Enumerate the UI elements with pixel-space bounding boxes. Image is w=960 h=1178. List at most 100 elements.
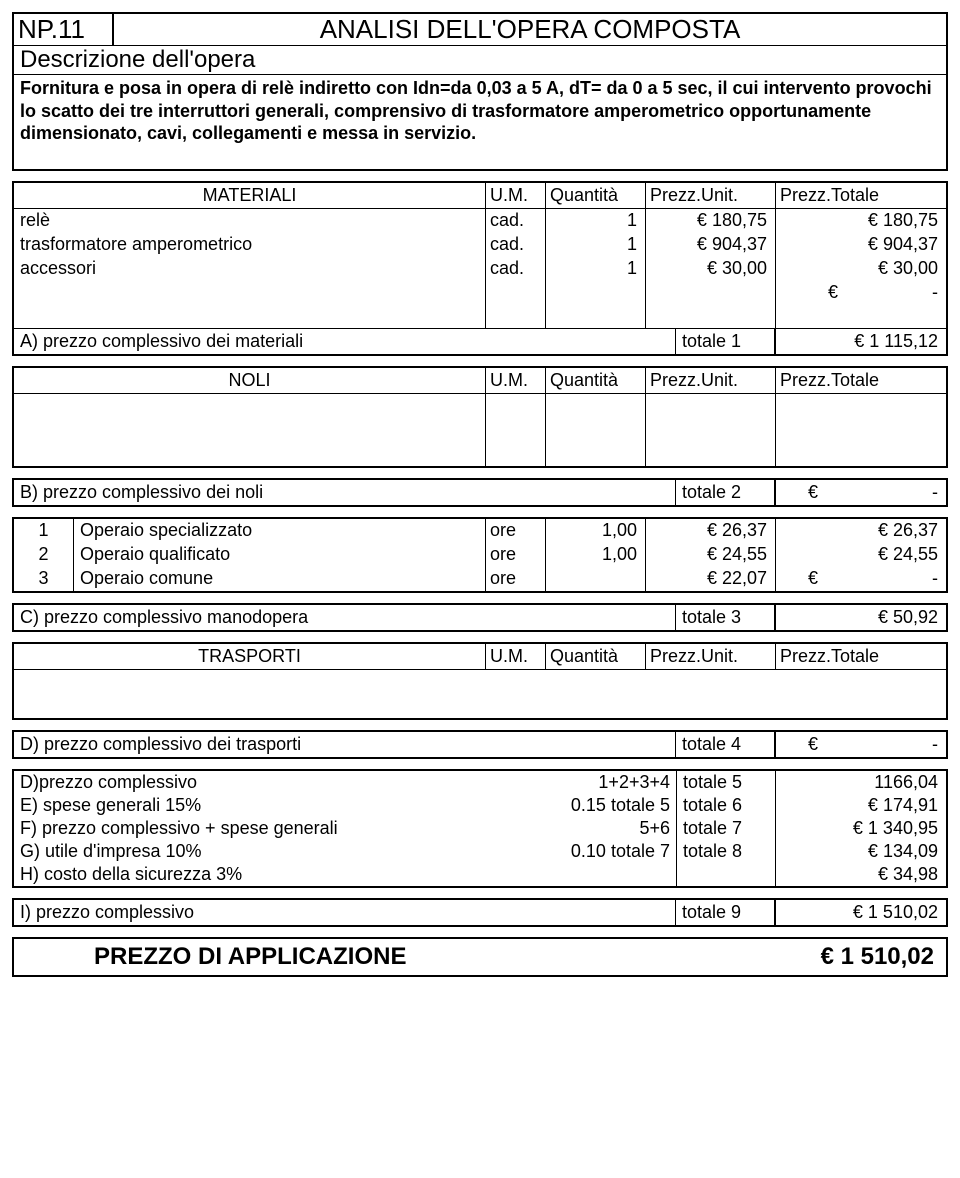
cell: Operaio comune [74,567,486,591]
totale9: I) prezzo complessivo totale 9 1 510,02 [12,898,948,927]
cell: ore [486,519,546,543]
cell: 1166,04 [776,771,946,794]
cell: 180,75 [697,210,767,230]
cell: 904,37 [697,234,767,254]
noli-table: NOLI U.M. Quantità Prezz.Unit. Prezz.Tot… [12,366,948,468]
table-row [14,418,946,442]
cell [676,863,776,886]
summary-row: G) utile d'impresa 10% 0.10 totale 7 tot… [14,840,946,863]
col-unit: Prezz.Unit. [646,183,776,208]
cell: cad. [486,209,546,233]
col-um: U.M. [486,368,546,393]
cell: totale 5 [676,771,776,794]
cell: 24,55 [707,544,767,564]
cell: F) prezzo complessivo + spese generali [14,817,536,840]
code: NP.11 [14,14,114,45]
cell: accessori [14,257,486,281]
materiali-table: MATERIALI U.M. Quantità Prezz.Unit. Prez… [12,181,948,356]
cell: totale 7 [676,817,776,840]
total-val: €- [776,480,946,505]
summary-row: D)prezzo complessivo 1+2+3+4 totale 5 11… [14,771,946,794]
materiali-total: A) prezzo complessivo dei materiali tota… [14,329,946,354]
cell: 174,91 [868,795,938,815]
total-key: totale 1 [676,329,776,354]
trasporti-table: TRASPORTI U.M. Quantità Prezz.Unit. Prez… [12,642,948,720]
cell: 2 [14,543,74,567]
cell [546,567,646,591]
cell: H) costo della sicurezza 3% [14,863,536,886]
total-key: totale 3 [676,605,776,630]
table-row [14,305,946,329]
cell: totale 6 [676,794,776,817]
final-value: 1 510,02 [821,943,934,970]
table-row: trasformatore amperometrico cad. 1 904,3… [14,233,946,257]
cell: 30,00 [707,258,767,278]
cell: 34,98 [878,864,938,884]
col-materiali: MATERIALI [14,183,486,208]
cell: 1 340,95 [853,818,938,838]
total-label: I) prezzo complessivo [14,900,536,925]
cell: Operaio qualificato [74,543,486,567]
cell: 0.15 totale 5 [536,794,676,817]
trasporti-total: D) prezzo complessivo dei trasporti tota… [12,730,948,759]
final-price: PREZZO DI APPLICAZIONE 1 510,02 [12,937,948,977]
cell: 24,55 [878,544,938,564]
summary-row: E) spese generali 15% 0.15 totale 5 tota… [14,794,946,817]
cell: totale 8 [676,840,776,863]
cell: 0.10 totale 7 [536,840,676,863]
total-label: C) prezzo complessivo manodopera [14,605,536,630]
cell: 1,00 [546,519,646,543]
col-qty: Quantità [546,183,646,208]
total-key: totale 4 [676,732,776,757]
cell: relè [14,209,486,233]
cell: 1+2+3+4 [536,771,676,794]
header-block: NP.11 ANALISI DELL'OPERA COMPOSTA Descri… [12,12,948,171]
table-row [14,394,946,418]
cell: 5+6 [536,817,676,840]
total-label: B) prezzo complessivo dei noli [14,480,536,505]
noli-total: B) prezzo complessivo dei noli totale 2 … [12,478,948,507]
cell: €- [776,567,946,591]
table-row: relè cad. 1 180,75 180,75 [14,209,946,233]
col-qty: Quantità [546,644,646,669]
col-trasporti: TRASPORTI [14,644,486,669]
cell: cad. [486,257,546,281]
manodopera-table: 1 Operaio specializzato ore 1,00 26,37 2… [12,517,948,593]
cell: 30,00 [878,258,938,278]
col-um: U.M. [486,644,546,669]
total-label: D) prezzo complessivo dei trasporti [14,732,536,757]
page-title: ANALISI DELL'OPERA COMPOSTA [114,14,946,45]
col-qty: Quantità [546,368,646,393]
total-key: totale 9 [676,900,776,925]
total-val: 50,92 [878,607,938,627]
col-tot: Prezz.Totale [776,183,946,208]
cell: 134,09 [868,841,938,861]
cell: ore [486,567,546,591]
cell: 904,37 [868,234,938,254]
description-text: Fornitura e posa in opera di relè indire… [14,75,946,169]
table-row: 1 Operaio specializzato ore 1,00 26,37 2… [14,519,946,543]
cell: ore [486,543,546,567]
cell: 3 [14,567,74,591]
final-label: PREZZO DI APPLICAZIONE [14,939,646,975]
table-row: 2 Operaio qualificato ore 1,00 24,55 24,… [14,543,946,567]
cell: €- [776,281,946,305]
col-noli: NOLI [14,368,486,393]
cell [536,863,676,886]
manodopera-total: C) prezzo complessivo manodopera totale … [12,603,948,632]
table-row: 3 Operaio comune ore 22,07 €- [14,567,946,591]
cell: D)prezzo complessivo [14,771,536,794]
total-val: €- [776,732,946,757]
col-um: U.M. [486,183,546,208]
cell: G) utile d'impresa 10% [14,840,536,863]
cell: cad. [486,233,546,257]
table-row: €- [14,281,946,305]
total-val: 1 510,02 [853,902,938,922]
cell: 22,07 [707,568,767,588]
cell: 26,37 [707,520,767,540]
cell: Operaio specializzato [74,519,486,543]
table-row [14,442,946,466]
col-tot: Prezz.Totale [776,644,946,669]
col-tot: Prezz.Totale [776,368,946,393]
total-key: totale 2 [676,480,776,505]
